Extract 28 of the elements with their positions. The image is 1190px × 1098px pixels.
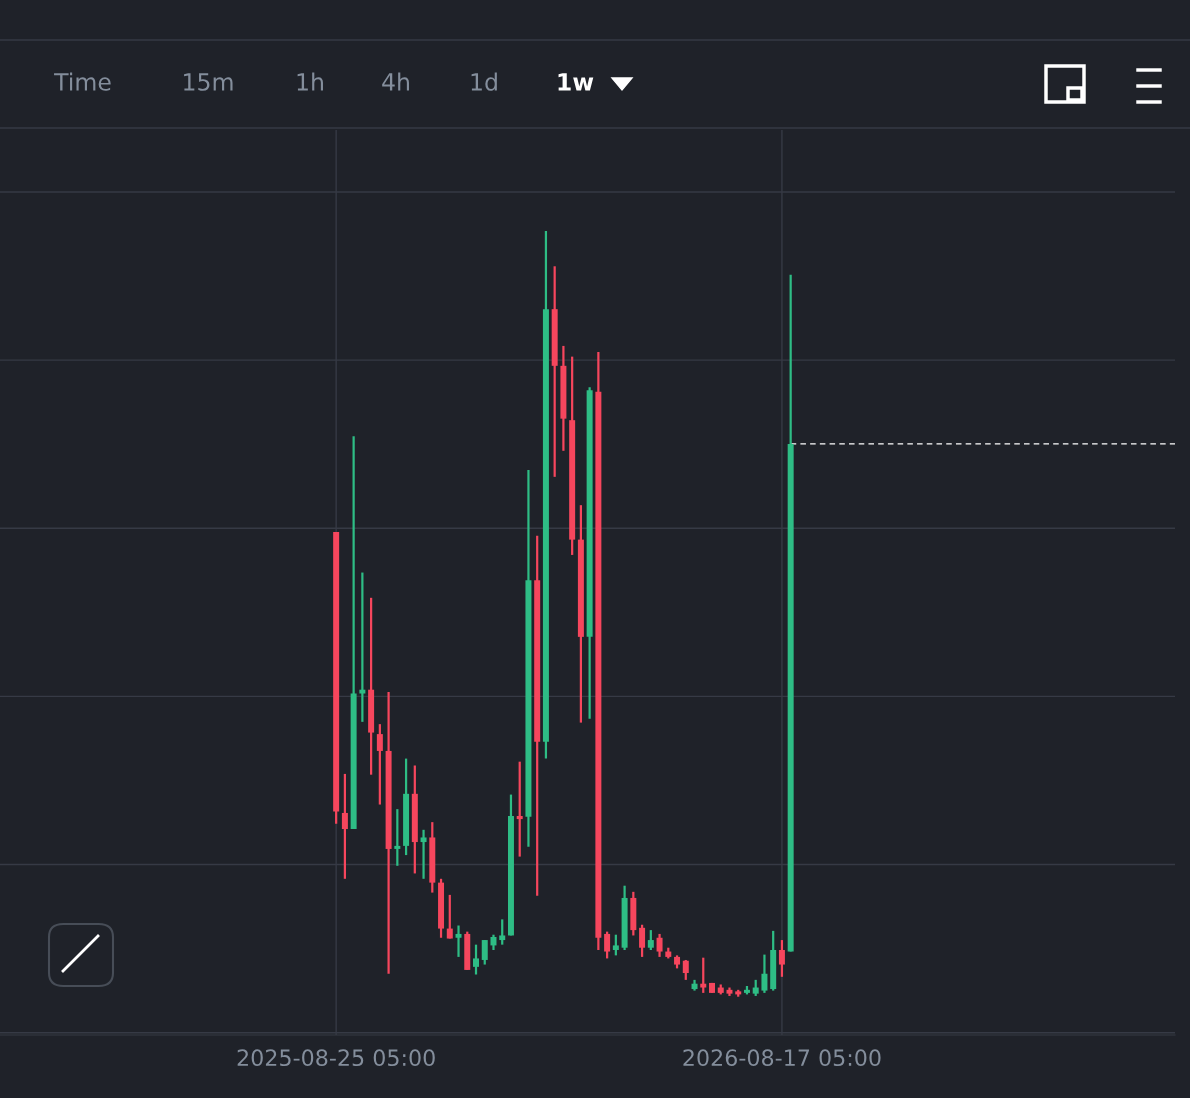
candlestick xyxy=(420,828,427,880)
candlestick xyxy=(359,571,366,723)
candlestick xyxy=(376,723,383,806)
candlestick xyxy=(778,938,785,978)
text: Time xyxy=(54,72,111,91)
candlestick xyxy=(394,808,401,867)
candlestick xyxy=(761,953,768,994)
candlestick xyxy=(481,938,488,966)
text: 15m xyxy=(184,73,233,91)
text: 1w xyxy=(558,73,594,91)
candlestick xyxy=(639,923,646,959)
candlestick xyxy=(341,772,348,880)
candlestick xyxy=(455,924,462,959)
candlestick xyxy=(682,958,689,981)
candlestick xyxy=(656,932,663,959)
candlestick xyxy=(647,929,654,952)
candlestick xyxy=(700,956,707,994)
text: 1h xyxy=(297,72,323,91)
candlestick xyxy=(516,760,523,858)
candlestick xyxy=(499,918,506,946)
text: 4h xyxy=(382,72,409,91)
candlestick xyxy=(446,893,453,940)
candlestick xyxy=(604,930,611,960)
candlestick xyxy=(612,933,619,957)
x-tick-label: 2025-08-25 05:00 xyxy=(237,1049,435,1067)
text: 1d xyxy=(471,72,497,91)
x-tick-label: 2026-08-17 05:00 xyxy=(683,1049,881,1067)
candlestick xyxy=(473,943,479,976)
